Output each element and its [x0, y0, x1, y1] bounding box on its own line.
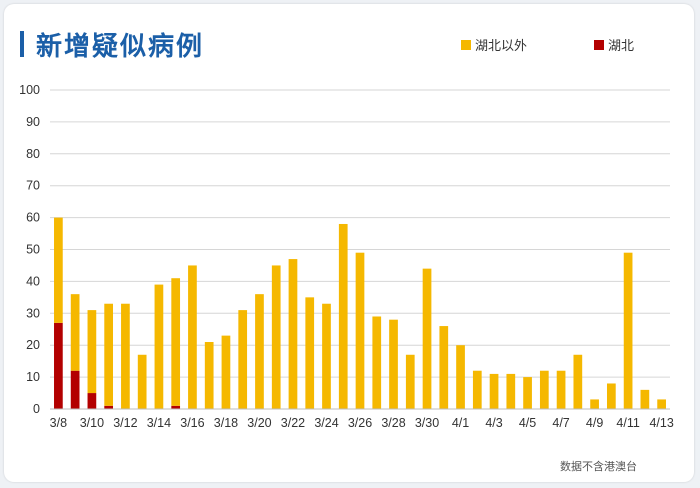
- bar-segment: [305, 297, 315, 409]
- bar-segment: [338, 223, 348, 409]
- footnote: 数据不含港澳台: [560, 460, 637, 473]
- x-tick-label: 4/5: [519, 416, 536, 430]
- bar-segment: [422, 268, 432, 409]
- bar-segment: [288, 259, 298, 409]
- bar-segment: [255, 294, 264, 409]
- x-tick-label: 3/30: [415, 416, 439, 430]
- bar-segment: [405, 354, 415, 409]
- bar-segment: [137, 354, 147, 409]
- x-tick-label: 3/28: [381, 416, 405, 430]
- y-tick-label: 10: [26, 370, 40, 384]
- bar-segment: [171, 405, 181, 409]
- x-tick-label: 4/3: [485, 416, 502, 430]
- bar-segment: [456, 345, 465, 409]
- legend-swatch-outside-hubei: [461, 39, 471, 50]
- x-tick-label: 3/22: [281, 416, 305, 430]
- x-tick-label: 3/14: [147, 416, 171, 430]
- y-tick-label: 30: [26, 306, 40, 320]
- bar-segment: [221, 335, 231, 409]
- x-tick-label: 4/1: [452, 416, 469, 430]
- bar-segment: [70, 370, 80, 409]
- bar-segment: [623, 252, 633, 409]
- x-tick-label: 3/24: [314, 416, 338, 430]
- bar-segment: [54, 322, 63, 409]
- bar-segment: [87, 310, 97, 394]
- x-tick-label: 3/12: [113, 416, 137, 430]
- bar-segment: [472, 370, 482, 409]
- title-accent-bar: [20, 31, 24, 57]
- bar-segment: [154, 284, 164, 409]
- x-tick-label: 3/20: [247, 416, 271, 430]
- legend-item-hubei: 湖北: [594, 35, 634, 54]
- legend-label-outside-hubei: 湖北以外: [475, 39, 528, 54]
- bar-segment: [87, 393, 97, 409]
- x-tick-label: 4/7: [552, 416, 569, 430]
- y-tick-label: 60: [26, 211, 40, 225]
- x-tick-label: 4/9: [586, 416, 603, 430]
- y-tick-label: 80: [26, 147, 40, 161]
- x-tick-label: 3/10: [80, 416, 104, 430]
- y-tick-label: 70: [26, 179, 40, 193]
- bar-segment: [640, 389, 650, 409]
- bar-segment: [372, 316, 382, 409]
- legend-swatch-hubei: [594, 39, 604, 50]
- x-tick-label: 3/26: [348, 416, 372, 430]
- x-tick-label: 3/18: [214, 416, 238, 430]
- bar-segment: [489, 373, 499, 409]
- y-tick-label: 20: [26, 338, 40, 352]
- bar-segment: [204, 342, 214, 409]
- y-tick-label: 90: [26, 115, 40, 129]
- legend-label-hubei: 湖北: [608, 39, 635, 54]
- bar-segment: [556, 370, 566, 409]
- y-tick-label: 50: [26, 243, 40, 257]
- bar-segment: [590, 399, 599, 409]
- bar-segment: [573, 354, 583, 409]
- x-tick-label: 3/16: [180, 416, 204, 430]
- bar-segment: [54, 217, 63, 323]
- bar-segment: [171, 278, 181, 406]
- bar-segment: [271, 265, 281, 409]
- bar-segment: [355, 252, 365, 409]
- bar-segment: [506, 373, 516, 409]
- x-tick-label: 4/11: [616, 416, 639, 430]
- bar-segment: [389, 319, 398, 409]
- y-tick-label: 40: [26, 274, 40, 288]
- bar-segment: [188, 265, 197, 409]
- x-tick-label: 4/13: [649, 416, 673, 430]
- bar-segment: [322, 303, 331, 409]
- bar-segment: [657, 399, 666, 409]
- bar-segment: [523, 377, 532, 409]
- y-tick-label: 100: [19, 83, 40, 97]
- bar-segment: [104, 405, 114, 409]
- bar-segment: [121, 303, 130, 409]
- y-tick-label: 0: [33, 402, 40, 416]
- bar-segment: [70, 294, 80, 371]
- chart-title: 新增疑似病例: [36, 32, 205, 62]
- bar-segment: [104, 303, 114, 406]
- bar-segment: [238, 310, 248, 409]
- bar-segment: [439, 326, 449, 409]
- x-tick-label: 3/8: [50, 416, 67, 430]
- legend-item-outside-hubei: 湖北以外: [461, 35, 527, 54]
- bar-segment: [606, 383, 616, 409]
- bar-segment: [539, 370, 549, 409]
